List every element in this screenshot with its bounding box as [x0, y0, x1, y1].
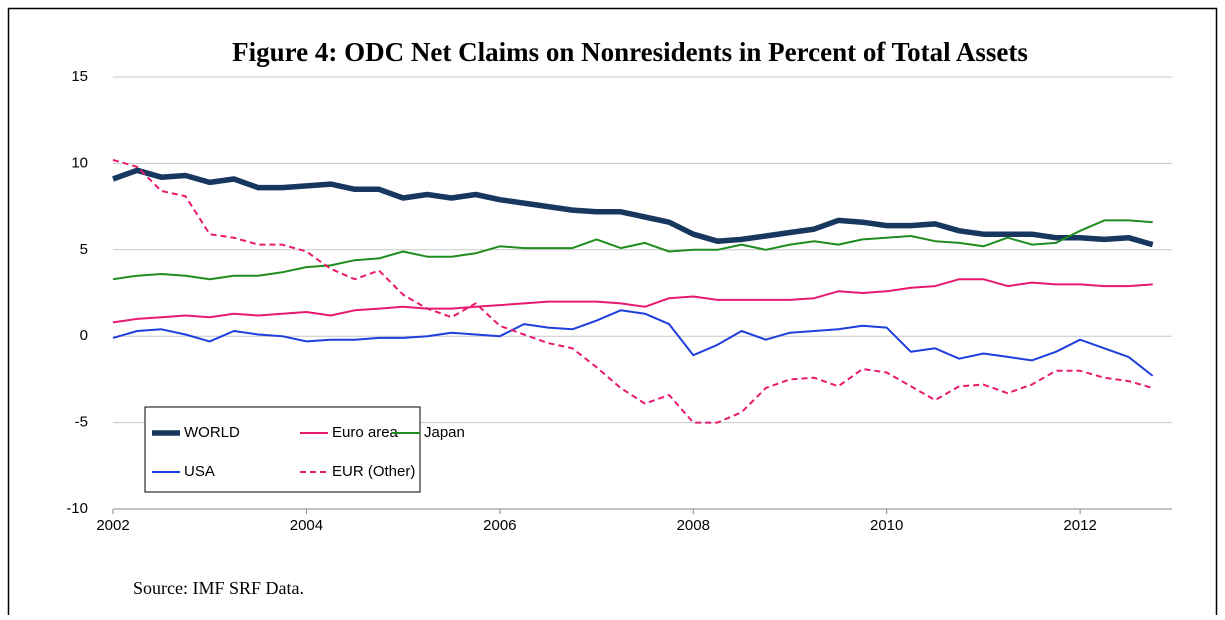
- legend-label: USA: [184, 463, 215, 480]
- series-line: [112, 219, 1153, 281]
- series-line: [112, 278, 1153, 324]
- legend-label: Euro area: [332, 424, 399, 441]
- frame: [7, 7, 1218, 620]
- source-note: Source: IMF SRF Data.: [133, 578, 304, 598]
- y-tick-label: 15: [71, 68, 88, 85]
- series-line: [112, 309, 1154, 377]
- legend-box: [144, 406, 421, 493]
- y-tick-label: 10: [71, 154, 88, 171]
- legend-label: WORLD: [184, 424, 240, 441]
- y-tick-label: 0: [80, 327, 88, 344]
- x-tick-label: 2006: [483, 517, 516, 534]
- x-tick-label: 2002: [96, 517, 129, 534]
- y-tick-label: -10: [66, 500, 88, 517]
- y-tick-label: 5: [80, 241, 88, 258]
- legend: WORLD Euro area Japan USA EUR (Other): [144, 406, 465, 493]
- series-line: [112, 167, 1154, 248]
- x-tick-label: 2008: [677, 517, 710, 534]
- x-tick-label: 2010: [870, 517, 903, 534]
- x-tick-label: 2004: [290, 517, 323, 534]
- legend-label: Japan: [424, 424, 465, 441]
- series-line: [112, 158, 1153, 424]
- y-tick-label: -5: [75, 414, 88, 431]
- x-tick-label: 2012: [1063, 517, 1096, 534]
- chart-title: Figure 4: ODC Net Claims on Nonresidents…: [232, 37, 1028, 67]
- legend-label: EUR (Other): [332, 463, 415, 480]
